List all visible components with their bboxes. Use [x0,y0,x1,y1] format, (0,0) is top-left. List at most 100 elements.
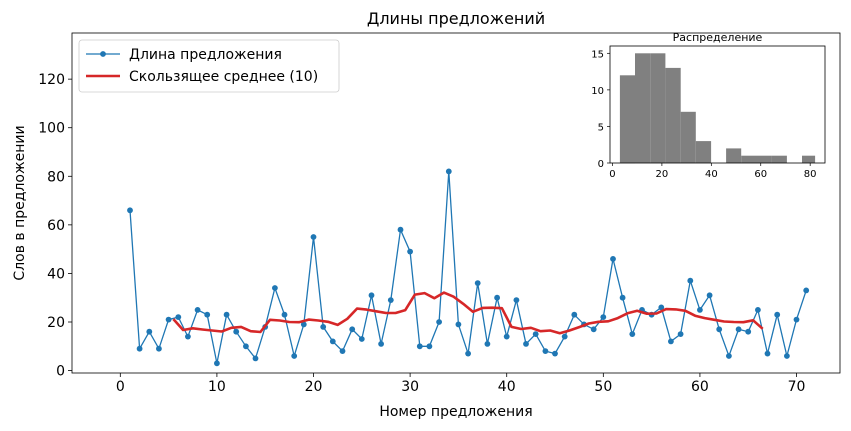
data-point [368,292,375,299]
data-point [214,360,220,367]
data-point [658,304,665,311]
histogram-bar [695,141,712,163]
data-point [735,326,742,333]
data-point [755,307,761,313]
x-tick-label: 0 [116,379,125,395]
data-point [233,328,240,335]
data-point [127,207,133,214]
data-point [716,326,723,333]
y-tick-label: 20 [47,315,65,331]
plot-frame [71,32,841,374]
y-tick-label: 60 [47,218,65,234]
inset-title: Распределение [673,31,763,44]
data-point [175,314,182,320]
y-tick-label: 40 [47,266,65,282]
data-point [252,355,259,362]
x-tick-label: 70 [788,379,806,395]
data-point [532,331,539,337]
data-point [300,321,307,328]
data-point [774,311,781,318]
inset-x-tick-label: 80 [804,169,817,180]
histogram-bar [665,67,681,163]
data-point [156,345,162,352]
data-point [610,256,616,262]
data-point [784,353,790,359]
data-point [474,280,481,286]
data-point [320,324,327,330]
data-point [465,350,471,357]
data-point [668,338,674,345]
data-point [513,297,520,303]
histogram-bar [741,155,757,163]
data-point [552,350,558,357]
x-axis-label: Номер предложения [379,404,532,420]
data-point [745,328,752,335]
x-tick-label: 40 [498,379,516,395]
x-tick-label: 60 [691,379,709,395]
histogram-bar [756,155,772,163]
legend-box [78,39,340,93]
inset-y-tick-label: 10 [591,86,604,97]
data-point [726,353,732,359]
data-point [339,348,346,354]
data-point [136,345,143,352]
inset-y-tick-label: 0 [598,159,604,170]
histogram-bar [680,111,696,163]
data-point [243,343,249,350]
inset-y-tick-label: 5 [598,122,604,133]
inset-x-tick-label: 60 [754,169,767,180]
data-point [561,333,568,340]
inset-x-tick-label: 0 [609,169,615,180]
data-point [165,316,172,323]
data-point [185,333,191,340]
data-point [204,311,211,318]
inset-frame [609,45,826,164]
data-point [764,350,771,357]
y-tick-label: 120 [38,72,65,88]
data-point [349,326,356,333]
data-point [194,307,201,313]
data-point [503,333,510,340]
x-tick-label: 20 [305,379,323,395]
histogram-bar [619,75,635,164]
data-point [329,338,336,345]
data-point [542,348,549,354]
data-point [281,311,288,318]
data-point [358,336,365,342]
data-point [793,316,800,323]
data-point [687,277,694,284]
data-point [706,292,713,299]
data-point [619,294,626,301]
data-point [600,314,607,320]
data-point [436,319,442,325]
inset-y-tick-label: 15 [591,49,604,60]
data-point [387,297,394,303]
y-axis-label: Слов в предложении [12,125,28,280]
series-line-moving-average [172,291,764,335]
data-point [590,326,597,333]
x-tick-label: 10 [208,379,226,395]
data-point [484,341,491,347]
chart-title: Длины предложений [367,9,545,28]
inset-x-tick-label: 40 [705,169,718,180]
histogram-bar [650,53,666,163]
data-point [397,226,404,233]
data-point [523,341,529,347]
y-tick-label: 80 [47,169,65,185]
x-tick-label: 30 [401,379,419,395]
y-tick-label: 0 [56,364,65,380]
data-point [571,311,578,318]
data-point [223,311,230,318]
data-point [455,321,462,328]
data-point [697,307,703,313]
legend-label: Длина предложения [129,47,282,63]
histogram-bar [802,155,816,163]
x-tick-label: 50 [594,379,612,395]
legend-label: Скользящее среднее (10) [129,69,318,85]
data-point [426,343,433,350]
data-point [378,341,384,347]
legend-marker [100,51,106,57]
data-point [291,353,298,359]
inset-x-tick-label: 20 [656,169,669,180]
